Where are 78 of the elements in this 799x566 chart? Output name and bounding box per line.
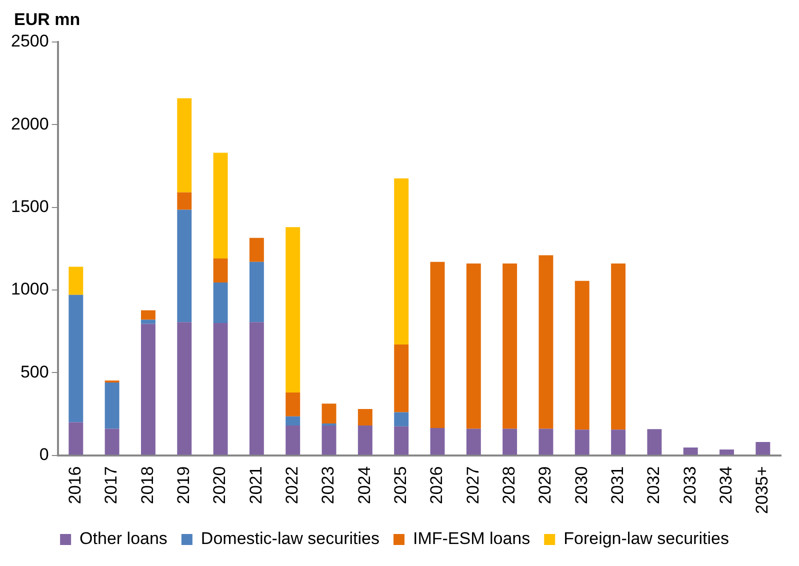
bar — [683, 447, 698, 455]
y-tick-label: 1500 — [10, 196, 49, 216]
bar — [249, 262, 264, 322]
x-tick-label: 2035+ — [752, 466, 772, 514]
bar — [286, 426, 300, 455]
bar — [140, 320, 156, 324]
x-tick-label: 2026 — [427, 466, 446, 504]
bar — [68, 294, 84, 422]
bar — [647, 429, 662, 455]
x-tick-label: 2017 — [102, 466, 121, 504]
bar — [574, 280, 590, 430]
bar — [286, 227, 300, 392]
bar — [213, 323, 228, 455]
x-tick-label: 2034 — [716, 466, 736, 504]
bar — [286, 416, 300, 426]
bar — [430, 428, 445, 455]
legend-label: Foreign-law securities — [564, 529, 729, 548]
bar — [720, 449, 734, 455]
bar — [104, 382, 120, 429]
bar — [394, 412, 409, 426]
bar — [177, 322, 192, 455]
bar — [611, 430, 626, 455]
bar — [213, 152, 228, 259]
y-tick-label: 2500 — [10, 32, 49, 51]
x-tick-label: 2020 — [210, 466, 230, 504]
bar — [394, 178, 409, 344]
bar — [213, 258, 228, 283]
x-tick-label: 2033 — [680, 466, 700, 504]
x-tick-label: 2025 — [391, 466, 410, 504]
x-tick-label: 2016 — [66, 466, 85, 504]
x-tick-label: 2019 — [174, 466, 194, 504]
legend-label: Domestic-law securities — [200, 529, 380, 548]
x-tick-label: 2018 — [138, 466, 157, 504]
bar — [394, 344, 409, 412]
bar — [68, 266, 84, 295]
x-tick-label: 2031 — [608, 466, 627, 504]
x-tick-label: 2030 — [572, 466, 591, 504]
bar — [538, 428, 554, 455]
y-axis-title: EUR mn — [14, 10, 80, 30]
bar — [177, 98, 192, 192]
bar — [502, 428, 518, 455]
x-tick-label: 2024 — [354, 466, 374, 504]
bar — [249, 238, 264, 262]
y-tick-label: 1000 — [10, 280, 49, 299]
bar — [177, 192, 192, 210]
bar — [177, 210, 192, 322]
bar — [213, 282, 228, 324]
bar — [611, 264, 626, 430]
x-tick-label: 2027 — [463, 466, 482, 504]
x-tick-label: 2021 — [246, 466, 266, 504]
bar — [430, 262, 445, 428]
x-tick-label: 2032 — [644, 466, 664, 504]
legend-label: IMF-ESM loans — [412, 529, 530, 548]
x-tick-label: 2022 — [282, 466, 302, 504]
y-tick-label: 2000 — [10, 114, 49, 134]
bar — [502, 264, 518, 429]
bar — [140, 324, 156, 455]
bar — [538, 255, 554, 429]
bar — [68, 422, 84, 455]
x-tick-label: 2029 — [536, 466, 555, 504]
y-tick-label: 0 — [39, 444, 49, 464]
bar — [394, 426, 409, 455]
y-tick-label: 500 — [20, 362, 49, 382]
bar — [322, 426, 336, 455]
x-tick-label: 2028 — [499, 466, 518, 504]
legend-label: Other loans — [80, 529, 168, 548]
bar — [466, 428, 481, 455]
bar — [358, 408, 372, 426]
bar — [322, 404, 336, 424]
bar — [756, 442, 770, 455]
x-tick-label: 2023 — [318, 466, 338, 504]
bar — [574, 430, 590, 455]
bar — [286, 392, 300, 416]
bar — [249, 322, 264, 455]
bar — [140, 310, 156, 320]
bar — [104, 428, 120, 455]
bar — [358, 426, 372, 455]
bar — [466, 264, 481, 429]
